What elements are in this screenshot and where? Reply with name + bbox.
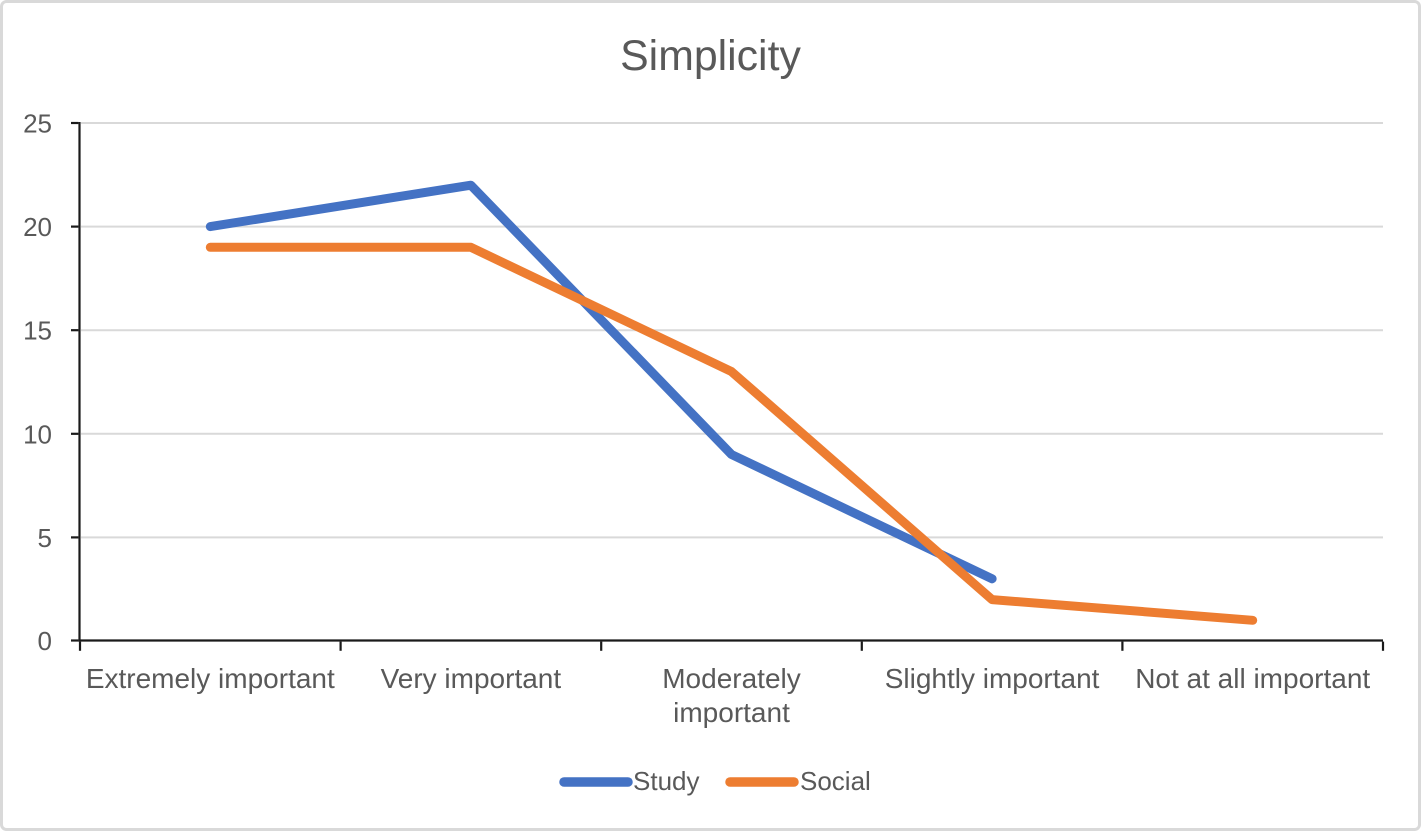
svg-text:Very important: Very important — [381, 663, 562, 694]
svg-text:Not at all important: Not at all important — [1135, 663, 1370, 694]
svg-text:Slightly important: Slightly important — [885, 663, 1100, 694]
svg-text:important: important — [673, 697, 790, 728]
svg-text:Extremely important: Extremely important — [86, 663, 335, 694]
svg-text:20: 20 — [23, 212, 52, 242]
svg-text:15: 15 — [23, 316, 52, 346]
svg-text:Moderately: Moderately — [662, 663, 801, 694]
svg-text:Social: Social — [800, 766, 871, 796]
svg-text:25: 25 — [23, 109, 52, 139]
svg-text:5: 5 — [38, 523, 52, 553]
svg-text:Study: Study — [633, 766, 700, 796]
svg-text:0: 0 — [38, 626, 52, 656]
svg-text:Simplicity: Simplicity — [620, 32, 801, 80]
svg-text:10: 10 — [23, 419, 52, 449]
